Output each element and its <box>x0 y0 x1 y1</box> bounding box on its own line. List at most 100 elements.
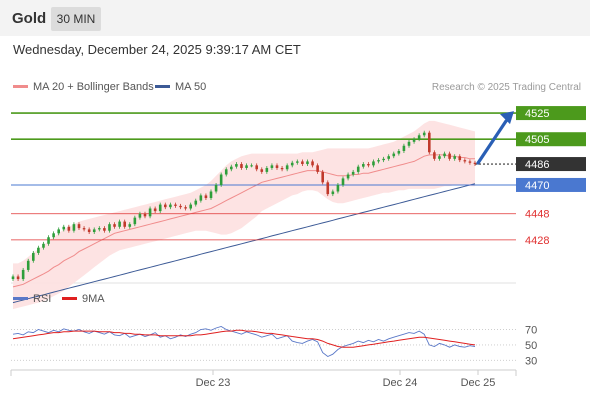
price-label-4448: 4448 <box>525 209 549 221</box>
candle-body <box>316 165 319 172</box>
candle-body <box>362 164 365 167</box>
candle-body <box>377 160 380 162</box>
candle-body <box>57 229 60 234</box>
rsi-ma-legend-label: 9MA <box>82 293 105 305</box>
candle-body <box>356 166 360 172</box>
x-tick-label: Dec 24 <box>383 377 418 389</box>
candle-body <box>209 191 213 199</box>
candle-body <box>407 141 411 146</box>
candle-body <box>82 228 86 230</box>
candle-body <box>21 269 25 280</box>
candle-body <box>351 171 355 175</box>
candle-body <box>113 224 116 227</box>
rsi-layer: 70 50 30 <box>11 325 537 367</box>
price-label-bg-4505 <box>516 132 586 147</box>
candle-body <box>62 226 66 230</box>
candle-body <box>285 165 289 170</box>
candle-body <box>382 158 385 161</box>
candle-body <box>346 174 350 179</box>
candle-body <box>245 165 248 168</box>
candle-body <box>402 145 406 151</box>
price-label-4470: 4470 <box>525 180 549 192</box>
candle-body <box>128 224 132 227</box>
candles-layer <box>11 130 477 282</box>
candle-body <box>103 228 106 231</box>
candle-body <box>169 204 172 208</box>
candle-body <box>301 161 304 165</box>
rsi-tick-50: 50 <box>525 340 537 352</box>
rsi-ma-legend-swatch <box>62 297 77 300</box>
x-tick-label: Dec 25 <box>461 377 496 389</box>
candle-body <box>458 156 462 161</box>
candle-body <box>473 162 477 165</box>
candle-body <box>326 182 330 195</box>
candle-body <box>341 178 345 185</box>
candle-body <box>438 156 441 159</box>
credit: Research © 2025 Trading Central <box>432 82 581 93</box>
candle-body <box>428 132 431 153</box>
price-label-bg-4470 <box>516 177 586 192</box>
rsi-ma-line <box>12 329 476 348</box>
candle-body <box>184 207 187 209</box>
datetime: Wednesday, December 24, 2025 9:39:17 AM … <box>13 42 301 57</box>
candle-body <box>194 200 198 205</box>
level-labels-layer: 4525 4505 4486 4470 4448 4428 <box>516 106 586 247</box>
candle-body <box>42 243 45 248</box>
x-axis-ticks: Dec 23 Dec 24 Dec 25 <box>196 370 496 389</box>
candle-body <box>280 167 284 170</box>
candle-body <box>265 167 269 172</box>
candle-body <box>230 166 233 170</box>
candle-body <box>123 221 126 227</box>
header: Gold 30 MIN <box>0 0 590 36</box>
candle-body <box>331 191 335 195</box>
price-label-bg-4525 <box>516 106 586 121</box>
candle-body <box>270 165 274 168</box>
rsi-tick-30: 30 <box>525 355 537 367</box>
candle-body <box>37 247 40 253</box>
candle-body <box>133 217 137 225</box>
candle-body <box>11 276 15 280</box>
candle-body <box>260 169 264 172</box>
candle-body <box>336 184 340 192</box>
ma20-legend-swatch <box>13 85 28 88</box>
candle-body <box>189 204 192 209</box>
candle-body <box>26 260 30 270</box>
candle-body <box>443 153 446 157</box>
forecast-arrow-head <box>500 111 514 125</box>
candle-body <box>448 153 451 159</box>
ma50-line <box>12 183 476 304</box>
forecast-arrow-shaft <box>476 119 508 165</box>
timeframe-badge[interactable]: 30 MIN <box>51 7 101 31</box>
candle-body <box>296 161 299 163</box>
candle-body <box>463 160 467 162</box>
candle-body <box>67 226 71 231</box>
candle-body <box>417 135 421 140</box>
moving-average-layer <box>12 154 476 304</box>
ma50-legend-swatch <box>155 85 170 88</box>
candle-body <box>143 213 147 217</box>
candle-body <box>98 228 101 230</box>
candle-body <box>453 156 456 159</box>
price-label-bg-4486 <box>516 157 586 172</box>
candle-body <box>240 164 243 168</box>
candle-body <box>204 195 208 199</box>
price-label-4525: 4525 <box>525 108 549 120</box>
candle-body <box>311 161 314 166</box>
candle-body <box>392 153 396 157</box>
candle-body <box>224 169 228 175</box>
candle-body <box>433 152 436 159</box>
rsi-legend-label: RSI <box>33 293 51 305</box>
x-tick-label: Dec 23 <box>196 377 231 389</box>
candle-body <box>72 224 76 231</box>
candle-body <box>372 161 375 166</box>
candle-body <box>214 184 218 192</box>
candle-body <box>179 205 182 208</box>
candle-body <box>235 164 238 167</box>
candle-body <box>275 165 279 168</box>
candle-body <box>290 162 294 166</box>
candle-body <box>255 165 258 170</box>
candle-body <box>199 195 203 201</box>
candle-body <box>158 204 162 212</box>
ma20-legend-label: MA 20 + Bollinger Bands <box>33 81 154 93</box>
